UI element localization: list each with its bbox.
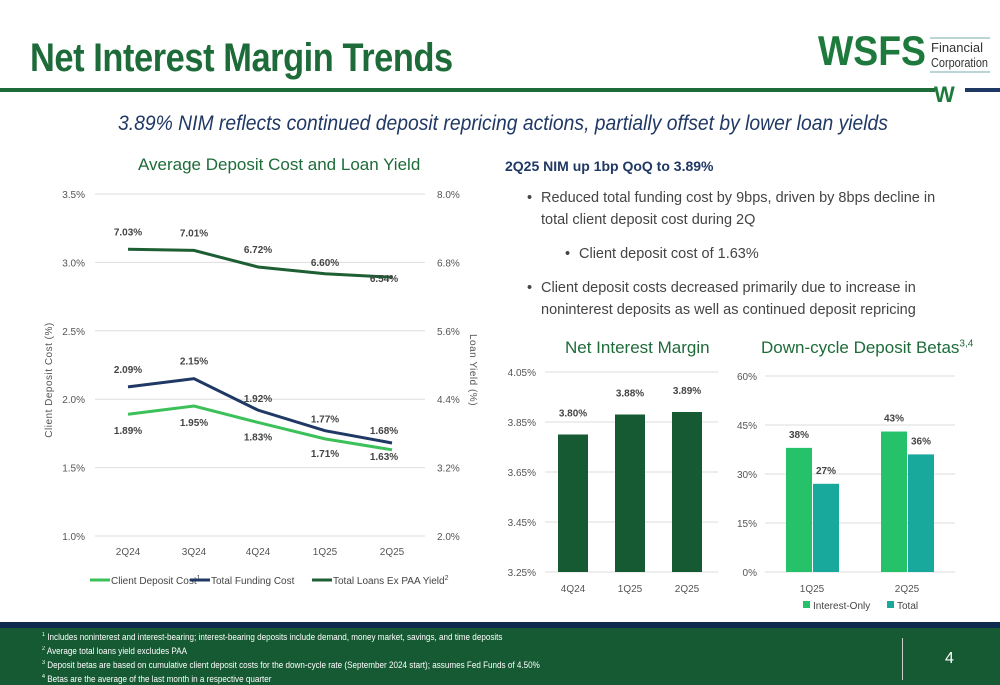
bullet-2: Client deposit cost of 1.63%: [565, 243, 939, 265]
data-label: 1.95%: [180, 418, 208, 429]
y2-tick-label: 6.8%: [437, 258, 460, 269]
y-axis-label: Client Deposit Cost (%): [44, 322, 55, 437]
data-label: 1.92%: [244, 394, 272, 405]
betas-title-text: Down-cycle Deposit Betas: [761, 338, 960, 357]
y-tick-label: 3.0%: [62, 258, 85, 269]
legend-swatch: [887, 601, 894, 608]
x-tick-label: 2Q25: [895, 584, 920, 595]
nim-bar: [615, 414, 645, 572]
x-tick-label: 1Q25: [800, 584, 825, 595]
footnote-1: 1 Includes noninterest and interest-bear…: [42, 632, 503, 642]
footnote-3: 3 Deposit betas are based on cumulative …: [42, 660, 540, 670]
legend-label: Total Loans Ex PAA Yield2: [333, 575, 449, 587]
title-rule: [0, 88, 935, 92]
page-title: Net Interest Margin Trends: [30, 36, 453, 80]
data-label: 3.88%: [616, 389, 644, 400]
svg-text:Financial: Financial: [931, 40, 983, 55]
y2-tick-label: 4.4%: [437, 395, 460, 406]
data-label: 2.09%: [114, 365, 142, 376]
y2-axis-label: Loan Yield (%): [467, 334, 478, 406]
svg-text:WSFS: WSFS: [818, 30, 926, 74]
data-label: 27%: [816, 466, 836, 477]
data-label: 1.77%: [311, 415, 339, 426]
nim-chart-title: Net Interest Margin: [565, 338, 710, 357]
x-tick-label: 2Q24: [116, 547, 141, 558]
legend-label: Total Funding Cost: [211, 576, 295, 587]
data-label: 6.54%: [370, 274, 398, 285]
y-tick-label: 1.0%: [62, 532, 85, 543]
data-label: 38%: [789, 430, 809, 441]
data-label: 3.89%: [673, 386, 701, 397]
y2-tick-label: 3.2%: [437, 464, 460, 475]
nim-bar: [672, 412, 702, 572]
x-tick-label: 4Q24: [561, 584, 586, 595]
data-label: 6.60%: [311, 258, 339, 269]
bullet-1: Reduced total funding cost by 9bps, driv…: [527, 187, 951, 231]
data-label: 2.15%: [180, 357, 208, 368]
data-label: 1.71%: [311, 449, 339, 460]
bullet-3: Client deposit costs decreased primarily…: [527, 277, 921, 321]
betas-chart-title: Down-cycle Deposit Betas3,4: [761, 338, 973, 358]
data-label: 36%: [911, 436, 931, 447]
svg-text:W: W: [934, 82, 955, 105]
data-label: 3.80%: [559, 409, 587, 420]
series-line-client-deposit-cost: [127, 404, 393, 452]
beta-bar-total: [813, 483, 839, 572]
footnote-2: 2 Average total loans yield excludes PAA: [42, 646, 188, 656]
y2-tick-label: 8.0%: [437, 190, 460, 201]
data-label: 1.68%: [370, 426, 398, 437]
data-label: 7.01%: [180, 228, 208, 239]
series-line-total-funding-cost: [127, 377, 393, 445]
line-chart-title: Average Deposit Cost and Loan Yield: [138, 155, 421, 174]
y-tick-label: 45%: [737, 421, 757, 432]
x-tick-label: 2Q25: [675, 584, 700, 595]
footnote-4: 4 Betas are the average of the last mont…: [42, 674, 272, 684]
y-tick-label: 4.05%: [508, 368, 536, 379]
beta-bar-interest-only: [786, 447, 812, 572]
footer: 1 Includes noninterest and interest-bear…: [0, 622, 1000, 685]
data-label: 1.63%: [370, 452, 398, 463]
legend-label: Interest-Only: [813, 601, 870, 612]
beta-bar-interest-only: [881, 431, 907, 572]
subtitle: 3.89% NIM reflects continued deposit rep…: [118, 112, 888, 135]
y-tick-label: 2.0%: [62, 395, 85, 406]
y2-tick-label: 2.0%: [437, 532, 460, 543]
title-rule-accent: [965, 88, 1000, 92]
y-tick-label: 3.5%: [62, 190, 85, 201]
x-tick-label: 1Q25: [313, 547, 338, 558]
data-label: 43%: [884, 414, 904, 425]
y-tick-label: 30%: [737, 470, 757, 481]
y-tick-label: 1.5%: [62, 464, 85, 475]
x-tick-label: 3Q24: [182, 547, 207, 558]
legend-swatch: [803, 601, 810, 608]
y-tick-label: 3.65%: [508, 468, 536, 479]
legend-label: Total: [897, 601, 918, 612]
y-tick-label: 3.25%: [508, 568, 536, 579]
y-tick-label: 2.5%: [62, 327, 85, 338]
legend-label: Client Deposit Cost1: [111, 575, 201, 587]
data-label: 1.83%: [244, 432, 272, 443]
charts-canvas: 1.0% 2.0% 1.5% 3.2% 2.0% 4.4% 2.5% 5.6% 3.0% 6.8%…: [44, 190, 955, 612]
y-tick-label: 3.45%: [508, 518, 536, 529]
y-tick-label: 60%: [737, 372, 757, 383]
page-number: 4: [945, 650, 954, 667]
x-tick-label: 1Q25: [618, 584, 643, 595]
data-label: 1.89%: [114, 426, 142, 437]
series-line-total-loans-ex-paa-yield: [127, 247, 393, 279]
svg-text:Corporation: Corporation: [931, 55, 988, 70]
wsfs-logo: WSFS Financial Corporation W: [818, 30, 990, 105]
x-tick-label: 4Q24: [246, 547, 271, 558]
data-label: 6.72%: [244, 245, 272, 256]
y2-tick-label: 5.6%: [437, 327, 460, 338]
nim-bar: [558, 434, 588, 572]
data-label: 7.03%: [114, 227, 142, 238]
y-tick-label: 15%: [737, 519, 757, 530]
y-tick-label: 3.85%: [508, 418, 536, 429]
footer-divider: [902, 638, 903, 680]
right-heading: 2Q25 NIM up 1bp QoQ to 3.89%: [505, 158, 714, 174]
beta-bar-total: [908, 454, 934, 572]
y-tick-label: 0%: [743, 568, 758, 579]
x-tick-label: 2Q25: [380, 547, 405, 558]
betas-title-sup: 3,4: [959, 338, 974, 350]
